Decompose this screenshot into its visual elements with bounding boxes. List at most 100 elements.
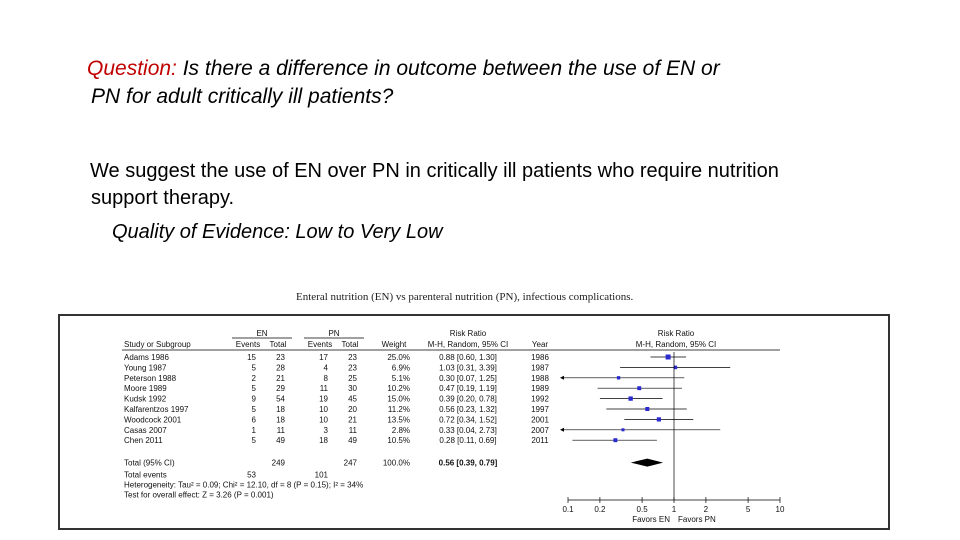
point-estimate-marker bbox=[665, 354, 671, 360]
risk-ratio-ci: 0.30 [0.07, 1.25] bbox=[439, 374, 497, 383]
total-ci: 0.56 [0.39, 0.79] bbox=[439, 459, 498, 468]
en-total: 49 bbox=[276, 436, 285, 445]
pn-total: 25 bbox=[348, 374, 357, 383]
header-weight: Weight bbox=[382, 340, 408, 349]
header-risk-ratio: Risk Ratio bbox=[450, 329, 487, 338]
point-estimate-marker bbox=[628, 396, 633, 401]
risk-ratio-ci: 0.28 [0.11, 0.69] bbox=[439, 436, 496, 445]
weight: 13.5% bbox=[387, 415, 410, 424]
pn-events: 18 bbox=[319, 436, 328, 445]
study-year: 1989 bbox=[531, 384, 549, 393]
pn-events: 10 bbox=[319, 415, 328, 424]
point-estimate-marker bbox=[613, 438, 618, 443]
en-total: 11 bbox=[277, 426, 286, 435]
en-events: 5 bbox=[252, 405, 257, 414]
study-year: 1986 bbox=[531, 353, 549, 362]
en-events: 2 bbox=[252, 374, 257, 383]
quality-of-evidence: Quality of Evidence: Low to Very Low bbox=[112, 221, 443, 243]
pn-total: 45 bbox=[348, 395, 357, 404]
question-text: Question: Is there a difference in outco… bbox=[87, 55, 907, 111]
pn-total: 21 bbox=[348, 415, 357, 424]
pn-events: 4 bbox=[324, 363, 329, 372]
x-tick-label: 0.5 bbox=[637, 505, 649, 514]
en-events: 15 bbox=[247, 353, 256, 362]
en-total: 18 bbox=[276, 415, 285, 424]
weight: 10.5% bbox=[387, 436, 410, 445]
study-name: Kalfarentzos 1997 bbox=[124, 405, 189, 414]
weight: 6.9% bbox=[392, 363, 410, 372]
study-name: Woodcock 2001 bbox=[124, 415, 182, 424]
question-line1: Is there a difference in outcome between… bbox=[176, 57, 720, 80]
x-tick-label: 1 bbox=[672, 505, 677, 514]
study-year: 2001 bbox=[531, 415, 549, 424]
en-events: 5 bbox=[252, 384, 257, 393]
risk-ratio-ci: 0.39 [0.20, 0.78] bbox=[439, 395, 497, 404]
point-estimate-marker bbox=[673, 365, 678, 370]
point-estimate-marker bbox=[656, 417, 661, 422]
header-year: Year bbox=[532, 340, 549, 349]
question-line2: PN for adult critically ill patients? bbox=[91, 85, 394, 108]
en-events: 9 bbox=[252, 395, 257, 404]
point-estimate-marker bbox=[616, 376, 621, 380]
risk-ratio-ci: 0.47 [0.19, 1.19] bbox=[439, 384, 497, 393]
x-tick-label: 0.2 bbox=[594, 505, 606, 514]
heterogeneity: Heterogeneity: Tau² = 0.09; Chi² = 12.10… bbox=[124, 481, 363, 490]
header-pn: PN bbox=[328, 329, 339, 338]
en-total: 29 bbox=[276, 384, 285, 393]
weight: 15.0% bbox=[387, 395, 410, 404]
study-name: Moore 1989 bbox=[124, 384, 167, 393]
study-name: Kudsk 1992 bbox=[124, 395, 167, 404]
header-rr-sub: M-H, Random, 95% CI bbox=[428, 340, 508, 349]
pn-total: 30 bbox=[348, 384, 357, 393]
x-tick-label: 10 bbox=[776, 505, 785, 514]
recommendation-line1: We suggest the use of EN over PN in crit… bbox=[90, 160, 779, 182]
study-name: Peterson 1988 bbox=[124, 374, 177, 383]
figure-title: Enteral nutrition (EN) vs parenteral nut… bbox=[296, 291, 634, 303]
pn-events: 17 bbox=[319, 353, 328, 362]
en-events: 5 bbox=[252, 363, 257, 372]
study-year: 2007 bbox=[531, 426, 549, 435]
risk-ratio-ci: 0.88 [0.60, 1.30] bbox=[439, 353, 497, 362]
recommendation-text: We suggest the use of EN over PN in crit… bbox=[90, 158, 910, 212]
study-year: 1988 bbox=[531, 374, 549, 383]
header-en: EN bbox=[256, 329, 267, 338]
risk-ratio-ci: 1.03 [0.31, 3.39] bbox=[439, 363, 497, 372]
ci-arrow bbox=[560, 375, 564, 380]
total-label: Total (95% CI) bbox=[124, 459, 175, 468]
study-name: Young 1987 bbox=[124, 363, 167, 372]
x-tick-label: 2 bbox=[704, 505, 709, 514]
study-year: 1992 bbox=[531, 395, 549, 404]
pn-events: 19 bbox=[319, 395, 328, 404]
question-label: Question: bbox=[87, 57, 177, 80]
weight: 25.0% bbox=[387, 353, 410, 362]
total-events-pn: 101 bbox=[315, 471, 329, 480]
total-en: 249 bbox=[272, 459, 286, 468]
favors-pn-label: Favors PN bbox=[678, 515, 716, 524]
risk-ratio-ci: 0.56 [0.23, 1.32] bbox=[439, 405, 497, 414]
total-weight: 100.0% bbox=[383, 459, 410, 468]
header-study: Study or Subgroup bbox=[124, 340, 191, 349]
risk-ratio-ci: 0.33 [0.04, 2.73] bbox=[439, 426, 497, 435]
weight: 10.2% bbox=[387, 384, 410, 393]
pn-events: 11 bbox=[320, 384, 329, 393]
total-events-en: 53 bbox=[247, 471, 256, 480]
header-en-total: Total bbox=[270, 340, 287, 349]
pn-events: 3 bbox=[324, 426, 329, 435]
study-name: Casas 2007 bbox=[124, 426, 167, 435]
study-name: Chen 2011 bbox=[124, 436, 163, 445]
pn-events: 10 bbox=[319, 405, 328, 414]
pooled-estimate-diamond bbox=[630, 458, 664, 467]
en-total: 23 bbox=[276, 353, 285, 362]
study-year: 2011 bbox=[531, 436, 549, 445]
weight: 2.8% bbox=[392, 426, 410, 435]
ci-arrow bbox=[560, 427, 564, 432]
en-events: 5 bbox=[252, 436, 257, 445]
point-estimate-marker bbox=[621, 428, 625, 432]
en-events: 1 bbox=[252, 426, 257, 435]
recommendation-line2: support therapy. bbox=[91, 187, 235, 209]
pn-events: 8 bbox=[324, 374, 329, 383]
total-pn: 247 bbox=[344, 459, 358, 468]
pn-total: 23 bbox=[348, 363, 357, 372]
en-events: 6 bbox=[252, 415, 257, 424]
pn-total: 11 bbox=[349, 426, 358, 435]
